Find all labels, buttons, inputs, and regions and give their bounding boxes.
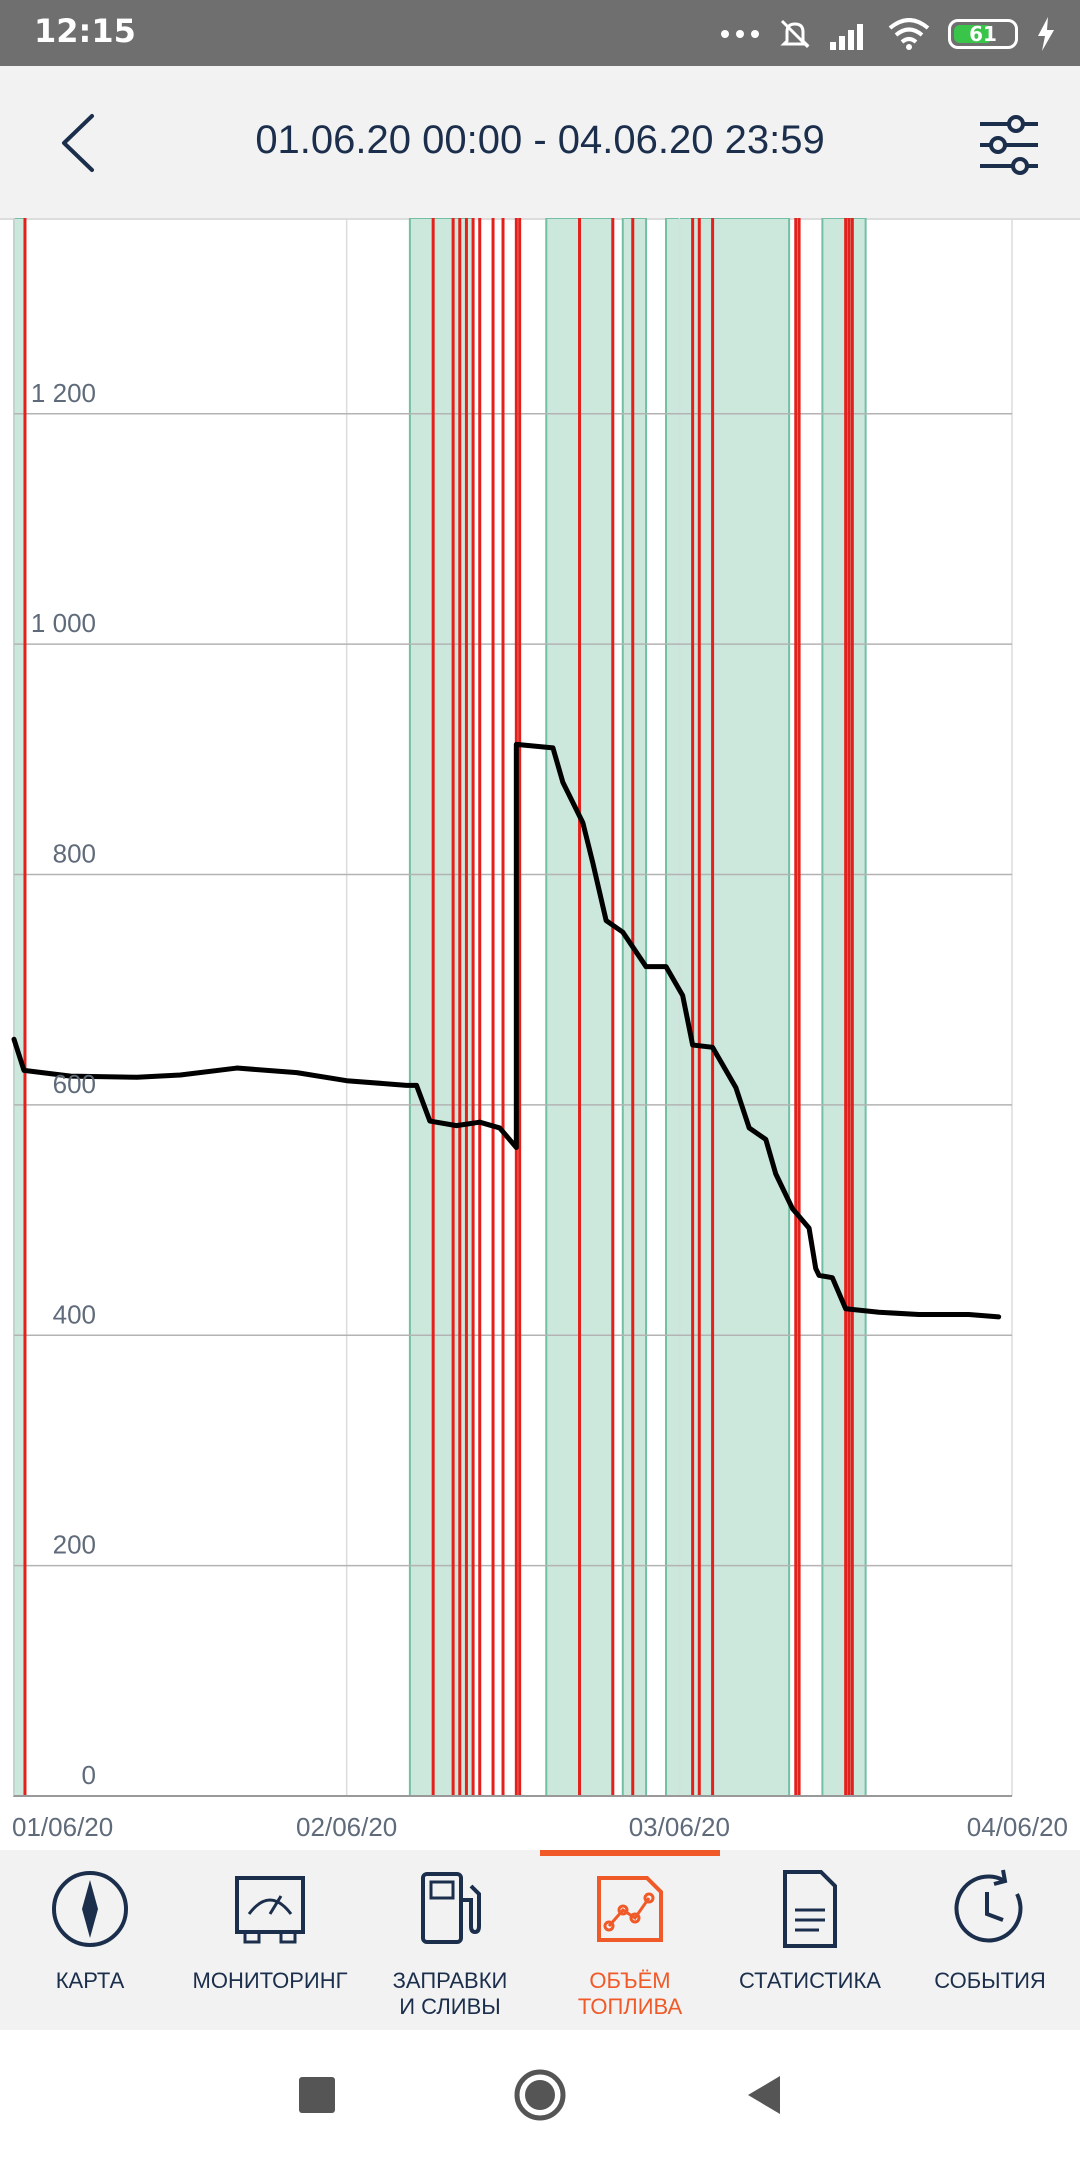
nav-item-refuels-drains[interactable]: ЗАПРАВКИ И СЛИВЫ [360, 1850, 540, 2030]
y-tick-label-4: 800 [53, 839, 96, 869]
event-zone-3 [621, 217, 648, 1797]
recents-button[interactable] [282, 2060, 352, 2130]
date-range-title[interactable]: 01.06.20 00:00 - 04.06.20 23:59 [255, 118, 825, 162]
nav-label-events: СОБЫТИЯ [934, 1968, 1046, 1993]
system-navigation-bar [0, 2030, 1080, 2160]
fuel-level-line-0 [11, 741, 1002, 1320]
y-tick-label-1: 200 [53, 1530, 96, 1560]
x-tick-label-0: 01/06/20 [12, 1812, 113, 1842]
x-tick-label-1: 02/06/20 [296, 1812, 397, 1842]
nav-label-map: КАРТА [55, 1968, 125, 1993]
battery-icon: 61 [948, 19, 1018, 49]
battery-fill [954, 25, 993, 43]
y-tick-label-2: 400 [53, 1299, 96, 1329]
y-tick-label-6: 1 200 [31, 378, 96, 408]
chevron-left-icon [62, 114, 94, 172]
status-time: 12:15 [34, 12, 136, 50]
signal-icon [830, 24, 863, 50]
filter-button[interactable] [976, 112, 1042, 178]
chart-canvas[interactable]: 0 200 400 600 800 1 000 1 200 01/06/20 02/06/20 0… [0, 217, 1080, 1850]
x-tick-label-2: 03/06/20 [629, 1812, 730, 1842]
fuel-pump-icon [421, 1872, 481, 1944]
nav-item-statistics[interactable]: СТАТИСТИКА [720, 1850, 900, 2030]
bottom-navigation: КАРТА МОНИТОРИНГ ЗАПРАВКИ И СЛИВЫ ОБЪЁМ … [0, 1850, 1080, 2030]
y-tick-label-3: 600 [53, 1069, 96, 1099]
nav-label-monitoring: МОНИТОРИНГ [192, 1968, 348, 1993]
event-zone-5 [821, 217, 867, 1797]
battery-level: 61 [969, 22, 997, 46]
nav-item-events[interactable]: СОБЫТИЯ [900, 1850, 1080, 2030]
mute-bell-icon [780, 19, 810, 49]
nav-item-fuel-volume[interactable]: ОБЪЁМ ТОПЛИВА [540, 1850, 720, 2030]
nav-label-refuels-drains: ЗАПРАВКИ И СЛИВЫ [392, 1968, 508, 2019]
back-button[interactable] [50, 108, 110, 178]
more-dots-icon [721, 30, 759, 38]
status-bar: 12:15 61 [0, 0, 1080, 66]
nav-label-fuel-volume: ОБЪЁМ ТОПЛИВА [577, 1968, 683, 2019]
event-zone-1 [408, 217, 475, 1797]
fuel-volume-chart[interactable]: 0 200 400 600 800 1 000 1 200 01/06/20 02/06/20 0… [0, 217, 1080, 1850]
home-button[interactable] [505, 2060, 575, 2130]
event-zone-0 [13, 217, 26, 1797]
square-icon [299, 2077, 335, 2113]
y-tick-label-5: 1 000 [31, 608, 96, 638]
document-icon [783, 1870, 837, 1948]
nav-label-statistics: СТАТИСТИКА [739, 1968, 881, 1993]
back-system-button[interactable] [728, 2060, 798, 2130]
gauge-icon [235, 1876, 305, 1944]
sliders-icon [980, 115, 1038, 175]
y-tick-label-0: 0 [82, 1760, 96, 1790]
status-icons: 61 [720, 14, 1056, 54]
clock-history-icon [954, 1869, 1023, 1943]
nav-item-map[interactable]: КАРТА [0, 1850, 180, 2030]
active-tab-indicator [540, 1850, 720, 1856]
home-circle-icon [514, 2069, 566, 2121]
app-header: 01.06.20 00:00 - 04.06.20 23:59 [0, 66, 1080, 220]
fuel-graph-icon [597, 1876, 663, 1942]
wifi-icon [888, 18, 930, 50]
x-tick-label-3: 04/06/20 [967, 1812, 1068, 1842]
nav-item-monitoring[interactable]: МОНИТОРИНГ [180, 1850, 360, 2030]
compass-icon [52, 1871, 128, 1947]
charging-icon [1038, 17, 1054, 51]
triangle-back-icon [748, 2076, 780, 2114]
